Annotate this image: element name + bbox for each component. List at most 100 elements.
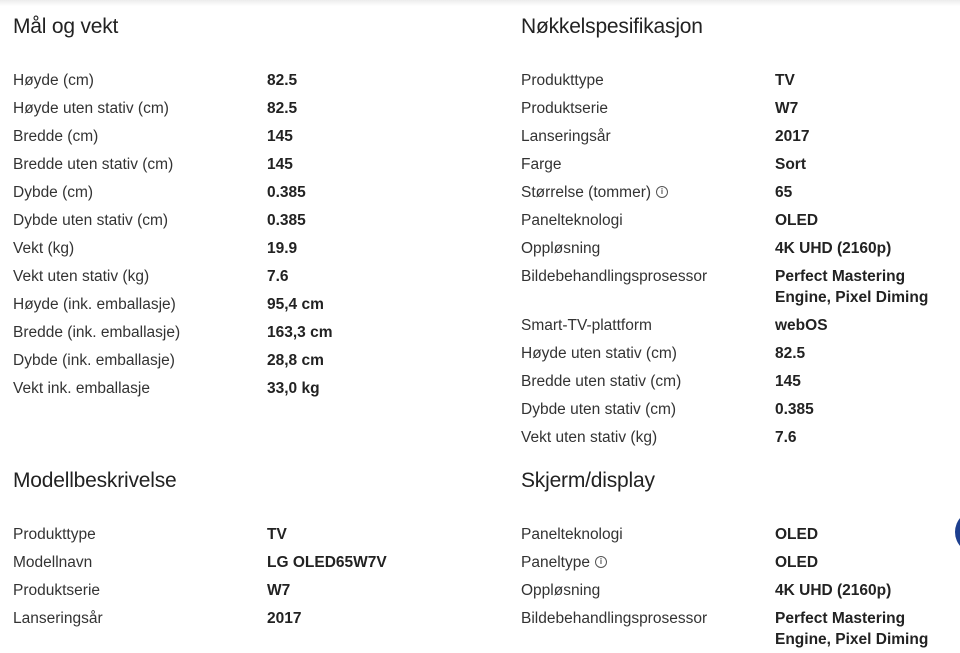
spec-value: 2017 bbox=[775, 127, 810, 145]
spec-value: 163,3 cm bbox=[267, 323, 333, 341]
spec-label: Bildebehandlingsprosessor bbox=[521, 608, 775, 650]
spec-row: Panelteknologi OLED bbox=[521, 206, 960, 234]
spec-value: 33,0 kg bbox=[267, 379, 320, 397]
label-text: Produkttype bbox=[521, 71, 604, 89]
spec-label: Paneltype i bbox=[521, 552, 775, 573]
label-text: Dybde uten stativ (cm) bbox=[521, 400, 677, 418]
spec-row: Lanseringsår 2017 bbox=[521, 122, 960, 150]
spec-row: Vekt ink. emballasje 33,0 kg bbox=[13, 374, 453, 402]
spec-row: Bildebehandlingsprosessor Perfect Masteri… bbox=[521, 262, 960, 311]
spec-label: Produktserie bbox=[521, 98, 775, 119]
spec-value: 4K UHD (2160p) bbox=[775, 239, 892, 257]
label-text: Bredde (cm) bbox=[13, 127, 99, 145]
spec-row: Vekt uten stativ (kg) 7.6 bbox=[13, 262, 453, 290]
spec-label: Oppløsning bbox=[521, 580, 775, 601]
label-text: Modellnavn bbox=[13, 553, 93, 571]
spec-value: LG OLED65W7V bbox=[267, 553, 387, 571]
label-text: Oppløsning bbox=[521, 581, 601, 599]
spec-row: Vekt uten stativ (kg) 7.6 bbox=[521, 423, 960, 451]
spec-label: Høyde uten stativ (cm) bbox=[13, 98, 267, 119]
spec-row: Produktserie W7 bbox=[521, 94, 960, 122]
spec-value: OLED bbox=[775, 553, 819, 571]
spec-value: W7 bbox=[267, 581, 291, 599]
spec-value: 95,4 cm bbox=[267, 295, 324, 313]
spec-label: Modellnavn bbox=[13, 552, 267, 573]
spec-row: Oppløsning 4K UHD (2160p) bbox=[521, 576, 960, 604]
spec-label: Oppløsning bbox=[521, 238, 775, 259]
spec-label: Produkttype bbox=[13, 524, 267, 545]
label-text: Størrelse (tommer) bbox=[521, 183, 652, 201]
spec-row: Høyde uten stativ (cm) 82.5 bbox=[521, 339, 960, 367]
chat-button[interactable] bbox=[955, 510, 960, 554]
section-title: Skjerm/display bbox=[521, 469, 655, 492]
info-icon[interactable]: i bbox=[656, 185, 669, 198]
spec-label: Smart-TV-plattform bbox=[521, 315, 775, 336]
spec-row: Bredde (ink. emballasje) 163,3 cm bbox=[13, 318, 453, 346]
label-text: Panelteknologi bbox=[521, 211, 623, 229]
section-title: Nøkkelspesifikasjon bbox=[521, 15, 703, 38]
spec-label: Bredde (cm) bbox=[13, 126, 267, 147]
spec-label: Høyde (ink. emballasje) bbox=[13, 294, 267, 315]
label-text: Bredde uten stativ (cm) bbox=[521, 372, 682, 390]
label-text: Høyde uten stativ (cm) bbox=[13, 99, 169, 117]
spec-value: 145 bbox=[267, 127, 293, 145]
label-text: Dybde (ink. emballasje) bbox=[13, 351, 175, 369]
spec-row: Høyde (cm) 82.5 bbox=[13, 66, 453, 94]
spec-value: 65 bbox=[775, 183, 793, 201]
spec-value: OLED bbox=[775, 525, 819, 543]
spec-row: Modellnavn LG OLED65W7V bbox=[13, 548, 453, 576]
spec-value: 0.385 bbox=[775, 400, 814, 418]
label-text: Høyde (ink. emballasje) bbox=[13, 295, 176, 313]
label-text: Dybde uten stativ (cm) bbox=[13, 211, 169, 229]
spec-label: Produkttype bbox=[521, 70, 775, 91]
label-text: Smart-TV-plattform bbox=[521, 316, 652, 334]
label-text: Bildebehandlingsprosessor bbox=[521, 267, 708, 285]
spec-value: OLED bbox=[775, 211, 819, 229]
spec-section: Modellbeskrivelse Produkttype TV Modellnavn… bbox=[13, 464, 453, 632]
label-text: Produktserie bbox=[521, 99, 609, 117]
spec-value: webOS bbox=[775, 316, 828, 334]
section-title: Modellbeskrivelse bbox=[13, 469, 177, 492]
spec-value: 145 bbox=[267, 155, 293, 173]
spec-row: Høyde uten stativ (cm) 82.5 bbox=[13, 94, 453, 122]
spec-row: Panelteknologi OLED bbox=[521, 520, 960, 548]
spec-value: Sort bbox=[775, 155, 806, 173]
spec-row: Produkttype TV bbox=[13, 520, 453, 548]
label-text: Høyde (cm) bbox=[13, 71, 94, 89]
spec-row: Bredde uten stativ (cm) 145 bbox=[13, 150, 453, 178]
spec-section: Skjerm/display Panelteknologi OLED Paneltyp… bbox=[521, 464, 960, 653]
label-text: Lanseringsår bbox=[521, 127, 611, 145]
spec-value: 4K UHD (2160p) bbox=[775, 581, 892, 599]
spec-value: 0.385 bbox=[267, 183, 306, 201]
label-text: Vekt (kg) bbox=[13, 239, 75, 257]
label-text: Farge bbox=[521, 155, 562, 173]
spec-label: Størrelse (tommer) i bbox=[521, 182, 775, 203]
info-icon[interactable]: i bbox=[594, 555, 607, 568]
label-text: Panelteknologi bbox=[521, 525, 623, 543]
spec-row: Dybde (cm) 0.385 bbox=[13, 178, 453, 206]
spec-row: Bredde (cm) 145 bbox=[13, 122, 453, 150]
spec-row: Lanseringsår 2017 bbox=[13, 604, 453, 632]
spec-value: TV bbox=[775, 71, 795, 89]
section-title: Mål og vekt bbox=[13, 15, 119, 38]
spec-label: Vekt ink. emballasje bbox=[13, 378, 267, 399]
spec-label: Farge bbox=[521, 154, 775, 175]
spec-row: Oppløsning 4K UHD (2160p) bbox=[521, 234, 960, 262]
spec-label: Panelteknologi bbox=[521, 210, 775, 231]
spec-label: Dybde uten stativ (cm) bbox=[13, 210, 267, 231]
spec-row: Høyde (ink. emballasje) 95,4 cm bbox=[13, 290, 453, 318]
spec-label: Vekt uten stativ (kg) bbox=[521, 427, 775, 448]
spec-row: Paneltype i OLED bbox=[521, 548, 960, 576]
label-text: Vekt ink. emballasje bbox=[13, 379, 150, 397]
spec-value: 19.9 bbox=[267, 239, 298, 257]
spec-value: Perfect Mastering Engine, Pixel Diming bbox=[775, 267, 929, 306]
spec-row: Bredde uten stativ (cm) 145 bbox=[521, 367, 960, 395]
spec-label: Vekt uten stativ (kg) bbox=[13, 266, 267, 287]
label-text: Bredde uten stativ (cm) bbox=[13, 155, 174, 173]
spec-row: Dybde (ink. emballasje) 28,8 cm bbox=[13, 346, 453, 374]
spec-value: TV bbox=[267, 525, 287, 543]
spec-row: Dybde uten stativ (cm) 0.385 bbox=[521, 395, 960, 423]
label-text: Vekt uten stativ (kg) bbox=[521, 428, 658, 446]
label-text: Høyde uten stativ (cm) bbox=[521, 344, 677, 362]
